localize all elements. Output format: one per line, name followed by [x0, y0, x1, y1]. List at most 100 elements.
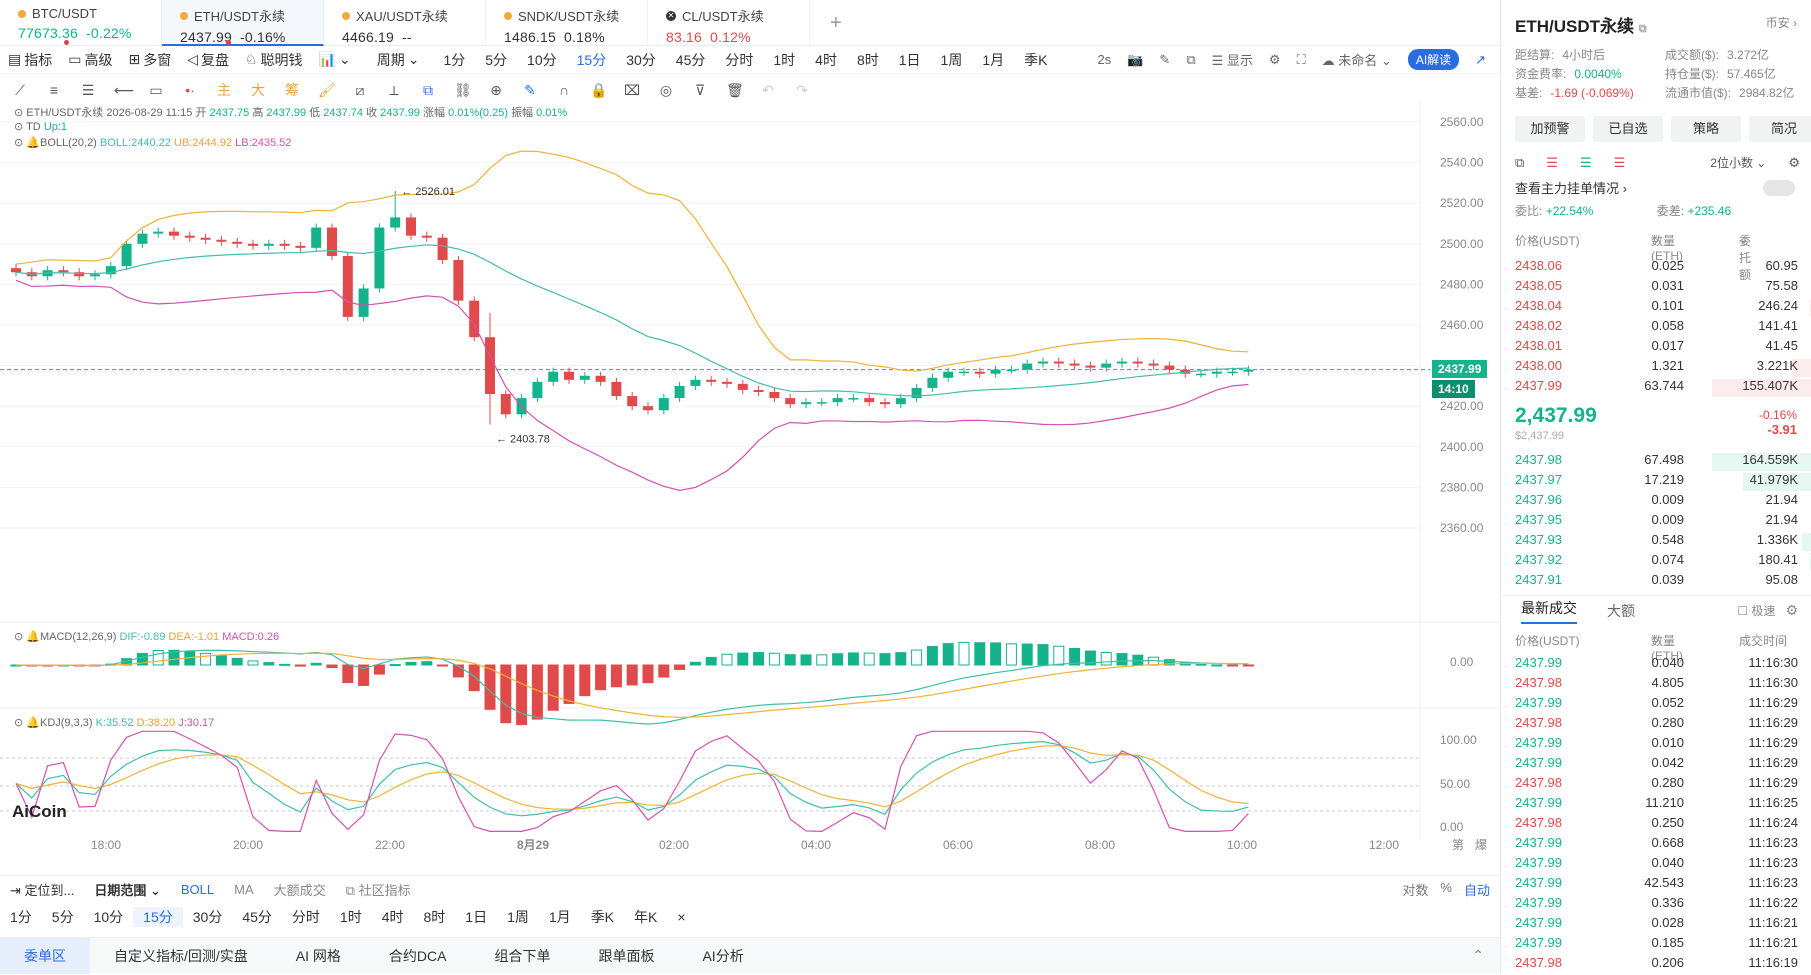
- collapse-icon[interactable]: ⊙: [14, 107, 23, 119]
- collapse-panel-icon[interactable]: ⌃: [1472, 947, 1500, 964]
- add-tab-icon[interactable]: +: [810, 0, 852, 45]
- settings-icon[interactable]: ⚙: [1269, 52, 1281, 68]
- chart-type-button[interactable]: 📊⌄: [311, 51, 359, 68]
- ai-interpret-button[interactable]: AI解读: [1408, 49, 1459, 70]
- chip-icon[interactable]: 筹: [284, 80, 300, 100]
- bottom-period-option[interactable]: 45分: [232, 907, 282, 927]
- bottom-period-option[interactable]: 年K: [624, 907, 667, 927]
- period-option[interactable]: 5分: [475, 50, 517, 70]
- bottom-period-option[interactable]: 5分: [42, 907, 84, 927]
- pen-icon[interactable]: ✎: [1159, 52, 1170, 68]
- bottom-period-option[interactable]: ×: [667, 909, 695, 925]
- bottom-period-option[interactable]: 4时: [372, 907, 414, 927]
- period-option[interactable]: 30分: [616, 50, 666, 70]
- parallel-lines-icon[interactable]: ☰: [80, 82, 96, 99]
- arrow-line-icon[interactable]: ⟵: [114, 82, 130, 99]
- period-option[interactable]: 1月: [972, 50, 1014, 70]
- trend-line-icon[interactable]: ⟋: [12, 82, 28, 99]
- draw-mode-icon[interactable]: ✎: [522, 82, 538, 99]
- popout-icon[interactable]: ⧉: [1515, 155, 1524, 171]
- fullscreen-icon[interactable]: ⛶: [1297, 52, 1306, 68]
- period-option[interactable]: 45分: [666, 50, 716, 70]
- period-option[interactable]: 季K: [1014, 50, 1057, 70]
- book-both-icon[interactable]: ☰: [1546, 155, 1558, 171]
- qty-header[interactable]: 数量 (ETH) ⌄: [1651, 232, 1661, 246]
- book-asks-icon[interactable]: ☰: [1614, 155, 1626, 171]
- hide-icon[interactable]: ⌧: [624, 82, 640, 99]
- bottom-panel-tab[interactable]: 自定义指标/回测/实盘: [90, 946, 272, 966]
- bottom-period-option[interactable]: 1周: [497, 907, 539, 927]
- main-orders-link[interactable]: 查看主力挂单情况 ›: [1515, 178, 1627, 197]
- large-icon[interactable]: 大: [250, 80, 266, 100]
- brush-icon[interactable]: 🖌: [318, 82, 334, 99]
- percent-toggle[interactable]: %: [1440, 880, 1452, 899]
- large-trade-toggle[interactable]: 大额成交: [264, 880, 336, 899]
- magnet-icon[interactable]: ∩: [556, 82, 572, 98]
- copy-icon[interactable]: ⧉: [420, 82, 436, 99]
- bottom-period-option[interactable]: 1日: [455, 907, 497, 927]
- goto-button[interactable]: ⇥ 定位到...: [0, 880, 84, 899]
- rectangle-icon[interactable]: ▭: [148, 82, 164, 99]
- collapse-icon[interactable]: ⊙: [14, 137, 23, 149]
- bell-icon[interactable]: 🔔: [26, 631, 40, 643]
- visibility-icon[interactable]: ◎: [658, 82, 674, 99]
- panel-action-button[interactable]: 策略: [1671, 116, 1741, 142]
- bottom-panel-tab[interactable]: AI 网格: [272, 946, 365, 966]
- bottom-panel-tab[interactable]: 委单区: [0, 938, 90, 974]
- collapse-icon[interactable]: ⊙: [14, 717, 23, 729]
- redo-icon[interactable]: ↷: [794, 82, 810, 99]
- fast-checkbox[interactable]: ☐ 极速: [1737, 602, 1775, 619]
- measure-icon[interactable]: ⧄: [352, 82, 368, 99]
- bottom-panel-tab[interactable]: 合约DCA: [365, 946, 471, 966]
- bottom-panel-tab[interactable]: 跟单面板: [574, 946, 678, 966]
- period-option[interactable]: 1日: [889, 50, 931, 70]
- filter-icon[interactable]: ⊽: [692, 82, 708, 99]
- bottom-period-option[interactable]: 15分: [133, 907, 183, 927]
- eraser-tool-icon[interactable]: ⟂: [386, 82, 402, 99]
- multi-window-button[interactable]: ⊞多窗: [120, 50, 179, 70]
- book-bids-icon[interactable]: ☰: [1580, 155, 1592, 171]
- boll-toggle[interactable]: BOLL: [171, 882, 224, 897]
- display-button[interactable]: ☰ 显示: [1212, 50, 1253, 69]
- replay-button[interactable]: ◁复盘: [179, 50, 237, 70]
- bottom-panel-tab[interactable]: AI分析: [678, 946, 767, 966]
- period-dropdown[interactable]: 周期⌄: [369, 50, 428, 70]
- bottom-period-option[interactable]: 1分: [0, 907, 42, 927]
- camera-icon[interactable]: 📷: [1127, 52, 1143, 68]
- period-option[interactable]: 1时: [763, 50, 805, 70]
- horizontal-lines-icon[interactable]: ≡: [46, 82, 62, 98]
- bell-icon[interactable]: 🔔: [26, 137, 40, 149]
- ma-toggle[interactable]: MA: [224, 882, 264, 897]
- panel-action-button[interactable]: 已自选: [1593, 116, 1663, 142]
- trash-icon[interactable]: 🗑: [726, 82, 742, 99]
- settings-icon[interactable]: ⚙: [1785, 602, 1798, 619]
- period-option[interactable]: 分时: [715, 50, 763, 70]
- panel-action-button[interactable]: 加预警: [1515, 116, 1585, 142]
- expand-icon[interactable]: ⧉: [1186, 52, 1195, 68]
- bottom-period-option[interactable]: 分时: [282, 907, 330, 927]
- date-range-dropdown[interactable]: 日期范围 ⌄: [84, 880, 171, 899]
- period-option[interactable]: 1分: [433, 50, 475, 70]
- layout-name-dropdown[interactable]: ☁ 未命名 ⌄: [1322, 50, 1392, 69]
- bottom-period-option[interactable]: 1时: [330, 907, 372, 927]
- collapse-icon[interactable]: ⊙: [14, 121, 23, 133]
- undo-icon[interactable]: ↶: [760, 82, 776, 99]
- bottom-period-option[interactable]: 8时: [414, 907, 456, 927]
- tab-large-trades[interactable]: 大额: [1607, 601, 1635, 621]
